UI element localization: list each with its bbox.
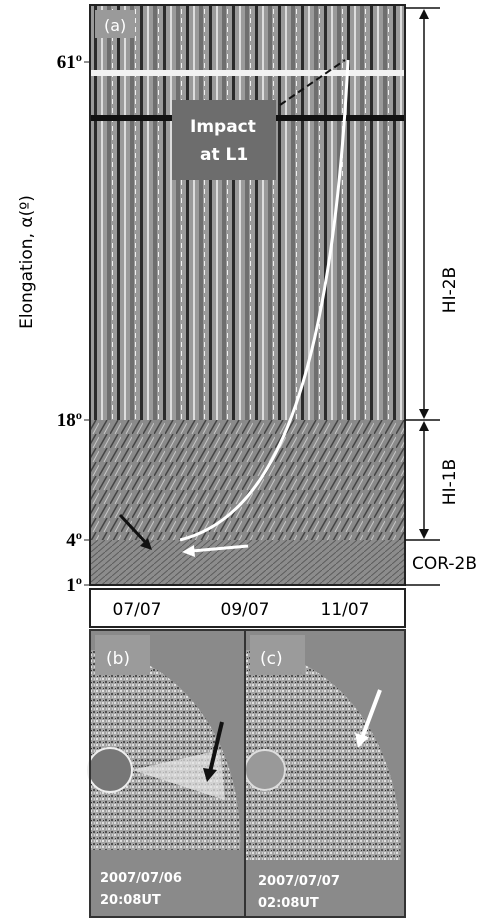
label-bg <box>95 635 150 675</box>
panel-b: (b) 2007/07/06 20:08UT <box>87 629 246 918</box>
coronagraph-image <box>245 649 401 860</box>
date-axis <box>89 588 406 628</box>
arrowhead <box>355 733 369 748</box>
coronagraph-image <box>90 649 241 850</box>
label-bg <box>436 250 462 330</box>
elongation-label: 61º <box>57 52 82 73</box>
arrow <box>191 544 249 553</box>
arrow <box>118 513 150 547</box>
time-caption: 02:08UT <box>258 896 319 911</box>
annotation-line: at L1 <box>200 145 248 165</box>
image-band <box>90 70 405 76</box>
cme-feature <box>132 750 225 800</box>
panel-label: (c) <box>260 649 283 669</box>
date-label: 11/07 <box>321 600 370 620</box>
panel-frame <box>89 4 406 586</box>
arrowhead <box>419 529 429 539</box>
panel-c: (c) 2007/07/07 02:08UT <box>244 629 406 918</box>
arrowhead <box>203 768 217 782</box>
arrowhead <box>140 538 152 550</box>
panel-label: (b) <box>106 649 130 669</box>
arrowhead <box>182 545 195 557</box>
annotation-box <box>172 100 276 180</box>
arrow <box>360 689 382 739</box>
panel-a: (a) Impact at L1 <box>89 4 406 586</box>
instrument-ranges <box>405 7 440 586</box>
occulter <box>244 749 286 791</box>
arrowhead <box>419 421 429 431</box>
hi1-image <box>90 420 405 540</box>
elongation-label: 4º <box>66 530 82 551</box>
time-caption: 20:08UT <box>100 893 161 908</box>
date-label: 07/07 <box>113 600 162 620</box>
date-caption: 2007/07/07 <box>258 874 340 889</box>
hi2-image <box>90 5 405 420</box>
arrowhead <box>419 9 429 19</box>
instrument-label: HI-1B <box>440 459 460 505</box>
elongation-label: 18º <box>57 410 82 431</box>
cme-track <box>179 59 350 542</box>
elongation-label: 1º <box>66 575 82 596</box>
label-bg <box>436 450 462 516</box>
label-bg <box>250 635 305 675</box>
annotation: Impact at L1 <box>190 117 262 165</box>
arrow <box>208 721 224 773</box>
dashed-line <box>279 59 346 106</box>
panel-label: (a) <box>104 16 126 35</box>
arrowheads <box>419 9 429 539</box>
annotation-line: Impact <box>190 117 256 137</box>
date-caption: 2007/07/06 <box>100 871 182 886</box>
instrument-label: HI-2B <box>440 267 460 313</box>
label-bg <box>95 10 135 38</box>
arrowhead <box>419 409 429 419</box>
date-label: 09/07 <box>221 600 270 620</box>
panel-frame <box>244 629 406 918</box>
instrument-label: COR-2B <box>412 554 477 574</box>
occulter <box>87 747 133 793</box>
y-axis-title: Elongation, α(º) <box>17 195 37 329</box>
